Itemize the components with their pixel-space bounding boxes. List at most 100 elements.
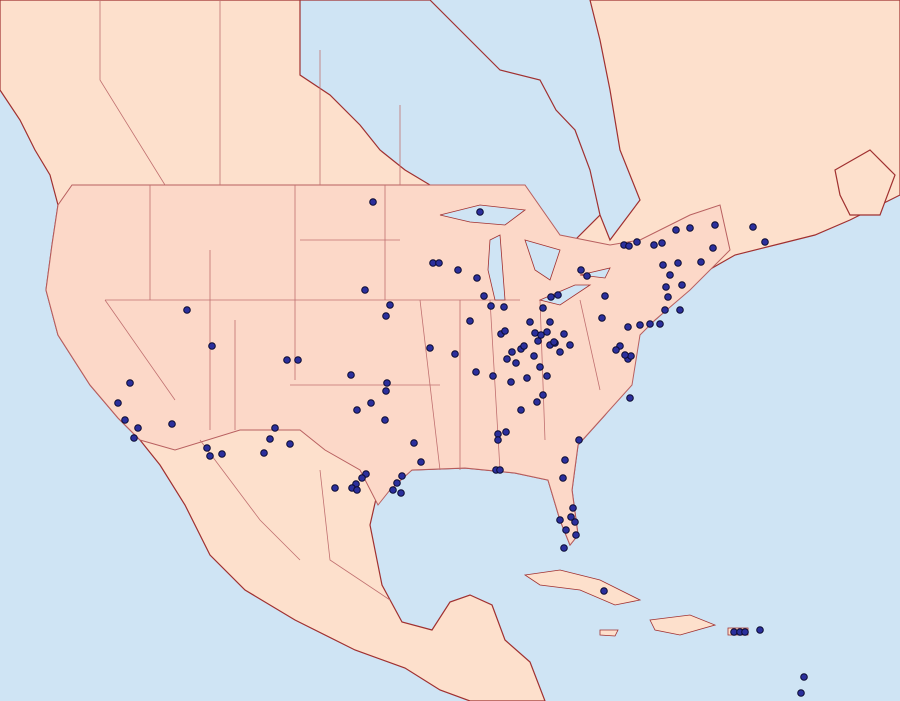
occurrence-dot [646, 320, 654, 328]
occurrence-dot [659, 261, 667, 269]
occurrence-dot [168, 420, 176, 428]
occurrence-dot [410, 439, 418, 447]
occurrence-dot [331, 484, 339, 492]
occurrence-dot [358, 474, 366, 482]
occurrence-dot [347, 371, 355, 379]
occurrence-dot [526, 318, 534, 326]
occurrence-dot [686, 224, 694, 232]
occurrence-dot [183, 306, 191, 314]
occurrence-dot [656, 320, 664, 328]
occurrence-dot [500, 303, 508, 311]
occurrence-dot [393, 479, 401, 487]
occurrence-dot [575, 436, 583, 444]
occurrence-dot [126, 379, 134, 387]
occurrence-dot [550, 338, 558, 346]
occurrence-dot [658, 239, 666, 247]
occurrence-dot [381, 416, 389, 424]
occurrence-dot [397, 489, 405, 497]
occurrence-dot [271, 424, 279, 432]
occurrence-dot [353, 406, 361, 414]
occurrence-dot [697, 258, 705, 266]
occurrence-dot [454, 266, 462, 274]
occurrence-dot [426, 344, 434, 352]
occurrence-dot [560, 330, 568, 338]
occurrence-dot [206, 452, 214, 460]
occurrence-dot [567, 513, 575, 521]
occurrence-dot [562, 526, 570, 534]
occurrence-dot [571, 518, 579, 526]
occurrence-dot [283, 356, 291, 364]
cuba [523, 569, 642, 606]
occurrence-dot [203, 444, 211, 452]
occurrence-dot [709, 244, 717, 252]
occurrence-dot [561, 456, 569, 464]
occurrence-dot [523, 374, 531, 382]
occurrence-dot [543, 372, 551, 380]
occurrence-dot [382, 312, 390, 320]
occurrence-dot [569, 504, 577, 512]
occurrence-dot [367, 399, 375, 407]
occurrence-dot [636, 321, 644, 329]
islands [523, 569, 749, 637]
occurrence-dot [512, 359, 520, 367]
occurrence-dot [797, 689, 805, 697]
occurrence-dot [674, 259, 682, 267]
occurrence-dot [598, 314, 606, 322]
united-states [45, 184, 731, 546]
occurrence-dot [612, 346, 620, 354]
occurrence-dot [566, 341, 574, 349]
occurrence-dot [537, 331, 545, 339]
occurrence-dot [489, 372, 497, 380]
occurrence-dot [530, 352, 538, 360]
occurrence-dot [749, 223, 757, 231]
occurrence-dot [353, 486, 361, 494]
occurrence-dot [501, 327, 509, 335]
occurrence-dot [546, 318, 554, 326]
occurrence-dot [520, 342, 528, 350]
occurrence-dot [517, 406, 525, 414]
occurrence-dot [266, 435, 274, 443]
occurrence-dot [577, 266, 585, 274]
state-borders [99, 0, 601, 601]
occurrence-dot [600, 587, 608, 595]
occurrence-dot [114, 399, 122, 407]
occurrence-dot [676, 306, 684, 314]
occurrence-dot [382, 387, 390, 395]
occurrence-dot [536, 363, 544, 371]
occurrence-dot [572, 531, 580, 539]
occurrence-dot [466, 317, 474, 325]
occurrence-dot [633, 238, 641, 246]
occurrence-dot [560, 544, 568, 552]
occurrence-dot [294, 356, 302, 364]
occurrence-dot [761, 238, 769, 246]
occurrence-dot [533, 398, 541, 406]
occurrence-dot [756, 626, 764, 634]
occurrence-dot [547, 293, 555, 301]
occurrence-dot [417, 458, 425, 466]
occurrence-dot [389, 486, 397, 494]
occurrence-dot [451, 350, 459, 358]
occurrence-dot [539, 391, 547, 399]
occurrence-dot [435, 259, 443, 267]
occurrence-dot [666, 271, 674, 279]
occurrence-dot [503, 355, 511, 363]
occurrence-dot [601, 292, 609, 300]
occurrence-dot [507, 378, 515, 386]
occurrence-points [114, 198, 808, 697]
occurrence-dot [539, 304, 547, 312]
occurrence-dot [386, 301, 394, 309]
occurrence-dot [583, 272, 591, 280]
occurrence-dot [650, 241, 658, 249]
occurrence-dot [260, 449, 268, 457]
occurrence-dot [711, 221, 719, 229]
occurrence-dot [534, 337, 542, 345]
occurrence-dot [383, 379, 391, 387]
occurrence-dot [672, 226, 680, 234]
occurrence-dot [487, 302, 495, 310]
newfoundland [834, 149, 896, 216]
occurrence-dot [624, 323, 632, 331]
occurrence-dot [286, 440, 294, 448]
occurrence-dot [621, 351, 629, 359]
occurrence-dot [625, 242, 633, 250]
